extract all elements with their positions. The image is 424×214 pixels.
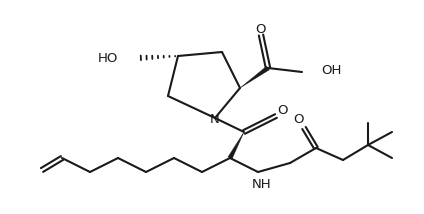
Text: O: O (256, 22, 266, 36)
Polygon shape (228, 132, 244, 159)
Text: HO: HO (98, 52, 118, 64)
Text: N: N (210, 113, 220, 125)
Polygon shape (240, 66, 269, 88)
Text: OH: OH (321, 64, 341, 77)
Text: NH: NH (252, 178, 272, 192)
Text: O: O (277, 104, 287, 116)
Text: O: O (293, 113, 303, 125)
